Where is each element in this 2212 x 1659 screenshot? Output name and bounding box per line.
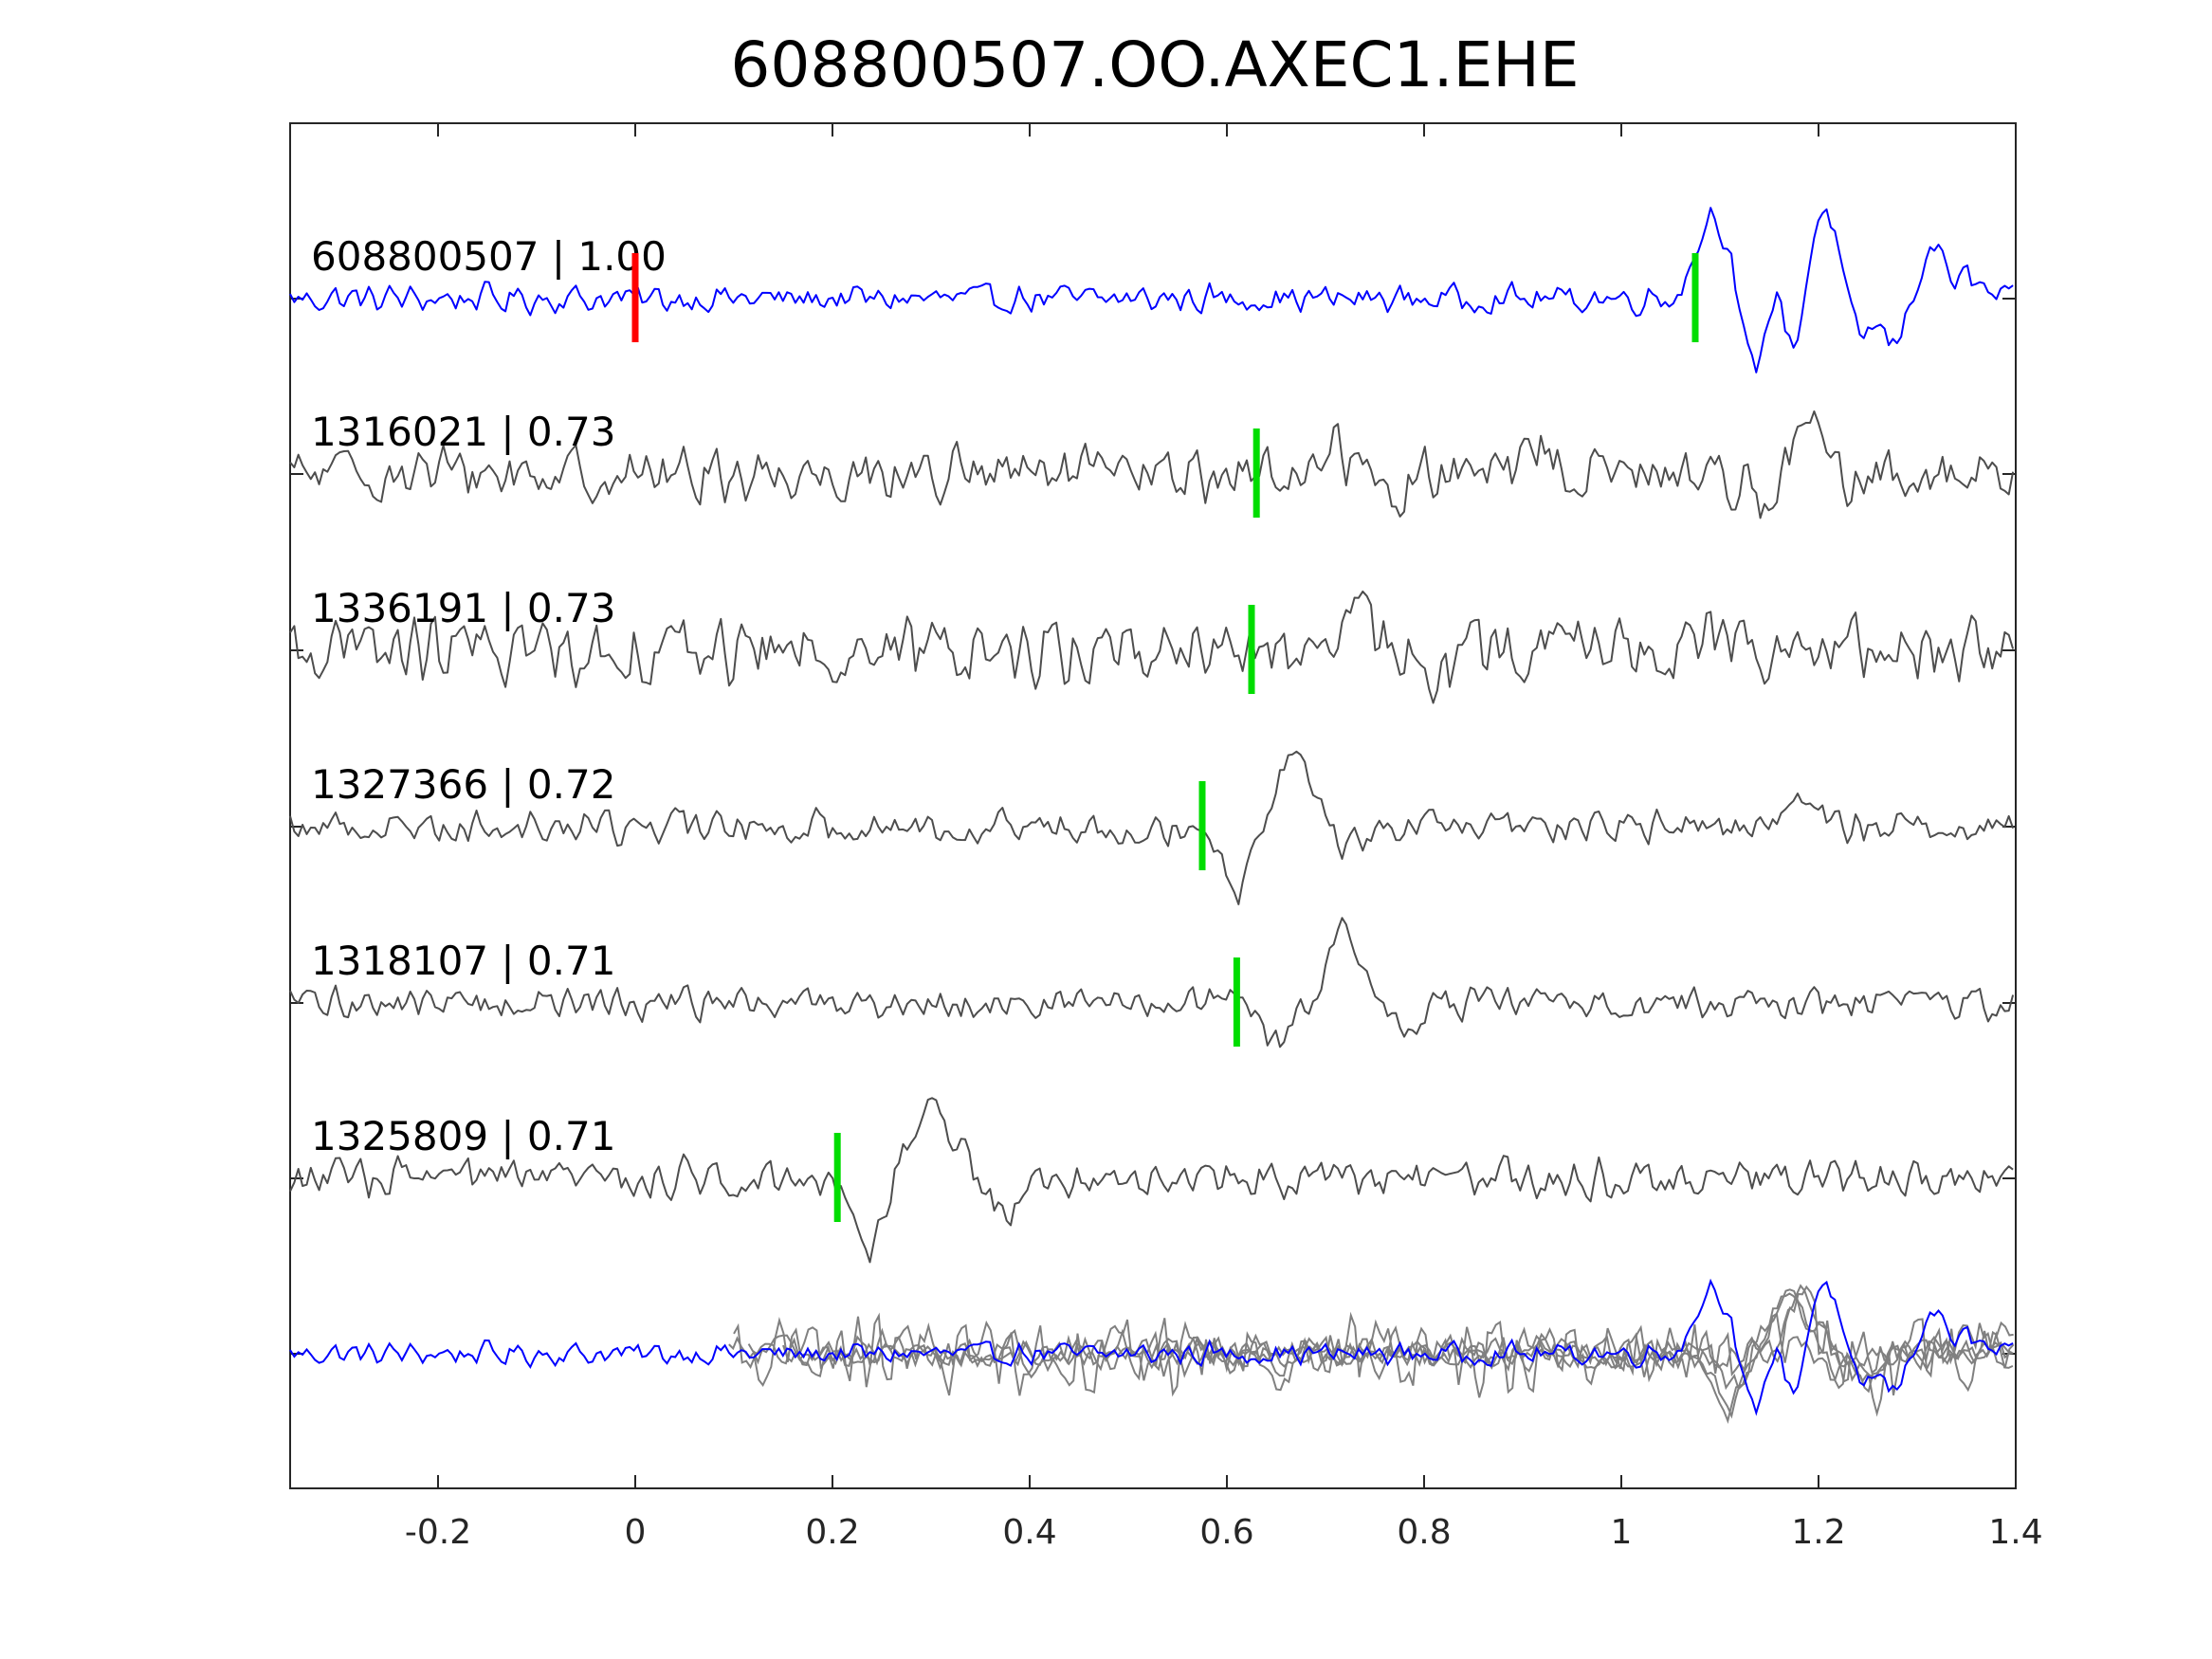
trace-line-1327366	[289, 750, 2015, 905]
x-tick-label: 0	[625, 1513, 647, 1552]
trace-label-1325809: 1325809 | 0.71	[311, 1113, 615, 1159]
x-tick-label: 0.6	[1199, 1513, 1253, 1552]
overlay-line-1336191	[733, 1285, 2014, 1417]
overlay-line-template	[289, 1278, 2014, 1416]
x-tick-label: 0.4	[1002, 1513, 1056, 1552]
trace-label-1316021: 1316021 | 0.73	[311, 409, 615, 455]
x-tick-label: 1.2	[1791, 1513, 1845, 1552]
trace-line-1318107	[289, 917, 2015, 1048]
trace-label-1336191: 1336191 | 0.73	[311, 585, 615, 631]
trace-line-608800507	[289, 207, 2014, 374]
overlay-stack	[289, 1278, 2016, 1424]
x-axis: -0.2 0 0.2 0.4 0.6 0.8 1 1.2 1.4	[405, 123, 2043, 1552]
x-tick-label: 1.4	[1988, 1513, 2042, 1552]
x-tick-label: -0.2	[405, 1513, 471, 1552]
overlay-line-1325809	[1146, 1288, 2015, 1424]
x-tick-label: 1	[1611, 1513, 1633, 1552]
trace-line-1325809	[289, 1097, 2014, 1264]
trace-label-1318107: 1318107 | 0.71	[311, 938, 615, 984]
trace-line-1316021	[289, 410, 2015, 520]
trace-stack: 608800507 | 1.00 1316021 | 0.73 1336191 | …	[289, 207, 2016, 1264]
trace-line-1336191	[289, 590, 2015, 704]
trace-label-1327366: 1327366 | 0.72	[311, 761, 615, 808]
plot-area-frame	[289, 122, 2017, 1489]
x-tick-label: 0.8	[1397, 1513, 1451, 1552]
chart-title: 608800507.OO.AXEC1.EHE	[730, 28, 1579, 101]
trace-label-608800507: 608800507 | 1.00	[311, 233, 667, 280]
x-tick-label: 0.2	[805, 1513, 859, 1552]
